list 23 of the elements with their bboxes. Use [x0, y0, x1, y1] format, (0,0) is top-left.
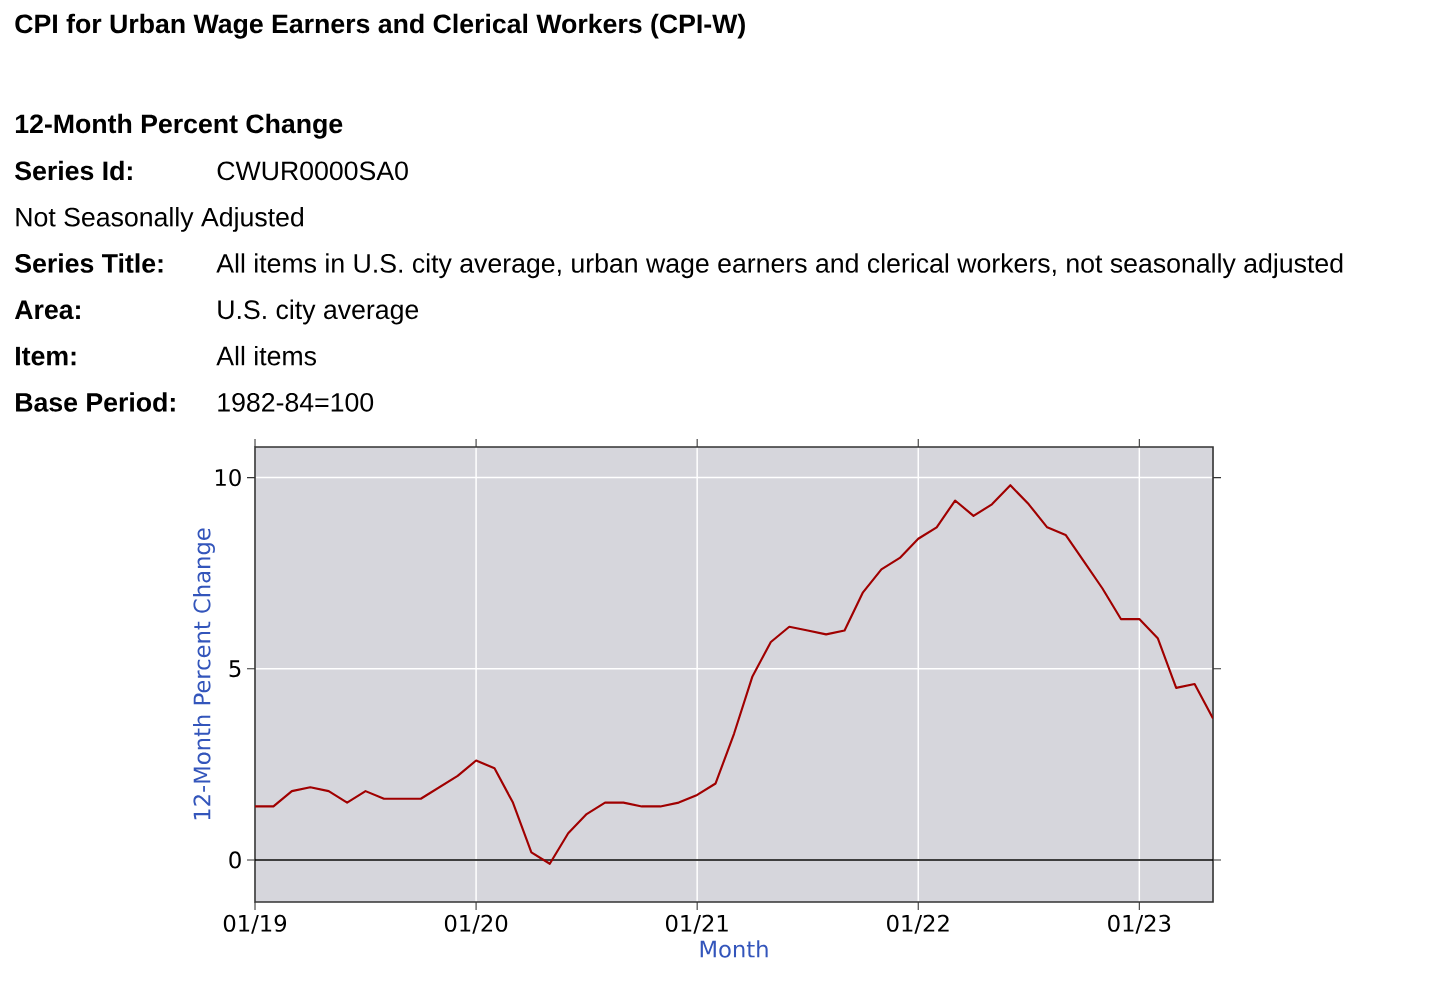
x-tick-label: 01/20: [444, 914, 508, 934]
x-tick-label: 01/19: [223, 914, 287, 934]
y-tick-label: 10: [215, 469, 241, 487]
x-tick-label: 01/21: [665, 914, 728, 934]
text: Not Seasonally Adjusted: [16, 206, 304, 232]
chart-subtitle: 12-Month Percent Change: [15, 113, 343, 139]
text: Series Id:: [15, 160, 132, 181]
text: 1982-84=100: [218, 392, 374, 412]
text: Item:: [16, 346, 76, 366]
x-tick-label: 01/22: [887, 914, 949, 934]
text: Base Period:: [16, 392, 175, 412]
text: CWUR0000SA0: [217, 161, 408, 181]
text: Area:: [14, 300, 80, 320]
text: All items: [216, 345, 317, 366]
y-axis-title: 12-Month Percent Change: [193, 528, 215, 820]
x-tick-label: 01/23: [1108, 914, 1171, 934]
text: All items in U.S. city average, urban wage earners and clerical workers, not seasonally adjusted: [216, 253, 1343, 279]
text: U.S. city average: [218, 299, 419, 325]
text: Series Title:: [15, 253, 163, 273]
y-tick-label: 5: [229, 660, 241, 678]
x-axis-title: Month: [700, 940, 768, 958]
y-tick-label: 0: [229, 851, 241, 869]
chart-title: CPI for Urban Wage Earners and Clerical Workers (CPI-W): [15, 13, 745, 39]
